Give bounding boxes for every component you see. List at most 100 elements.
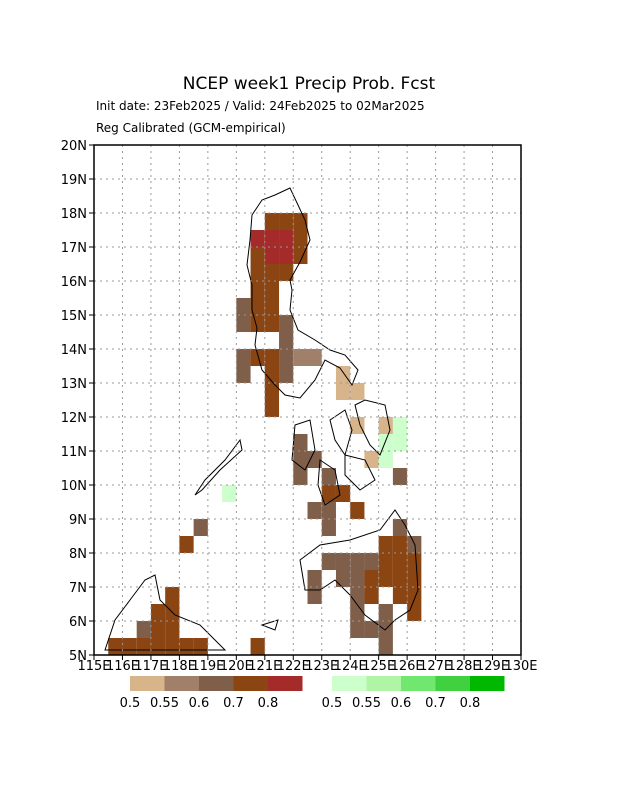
prob-cell xyxy=(250,298,265,315)
prob-cell xyxy=(364,570,379,587)
prob-cell xyxy=(335,485,351,502)
prob-cell xyxy=(321,553,336,570)
x-tick-label: 126E xyxy=(391,659,424,674)
prob-cell xyxy=(321,519,336,536)
legend-label: 0.8 xyxy=(258,696,279,711)
x-tick-label: 129E xyxy=(476,659,509,674)
prob-cell xyxy=(350,383,365,400)
plot-frame xyxy=(93,144,522,656)
prob-cell xyxy=(108,638,123,655)
prob-cell xyxy=(165,638,180,655)
prob-cell xyxy=(378,434,393,451)
legend-swatch xyxy=(435,676,470,691)
prob-cell xyxy=(378,570,393,587)
prob-cell xyxy=(250,638,265,655)
prob-cell xyxy=(335,570,351,587)
prob-cell xyxy=(193,519,208,536)
prob-cell xyxy=(307,349,322,366)
prob-cell xyxy=(236,298,251,315)
prob-cell xyxy=(264,264,280,281)
x-tick-label: 119E xyxy=(191,659,224,674)
prob-cell xyxy=(350,604,365,621)
y-tick-label: 10N xyxy=(61,479,87,494)
prob-cell xyxy=(392,536,408,553)
prob-cell xyxy=(264,400,280,417)
prob-cell xyxy=(136,638,151,655)
coastline xyxy=(104,187,419,651)
legend-label: 0.55 xyxy=(150,696,179,711)
y-tick-label: 13N xyxy=(61,377,87,392)
legend-swatch xyxy=(401,676,436,691)
y-tick-label: 18N xyxy=(61,207,87,222)
legend-label: 0.7 xyxy=(425,696,446,711)
prob-cell xyxy=(407,570,422,587)
prob-cell xyxy=(179,638,194,655)
prob-cell xyxy=(335,366,351,383)
prob-cell xyxy=(279,247,294,264)
prob-cell xyxy=(350,502,365,519)
prob-cell xyxy=(293,349,308,366)
prob-cell xyxy=(279,230,294,247)
prob-cell xyxy=(165,621,180,638)
prob-cell xyxy=(378,451,393,468)
axes: 115E116E117E118E119E120E121E122E123E124E… xyxy=(61,139,538,674)
legend-swatch xyxy=(233,676,268,691)
prob-cell xyxy=(150,604,166,621)
prob-cell xyxy=(264,366,280,383)
prob-cell xyxy=(307,451,322,468)
prob-cell xyxy=(307,570,322,587)
prob-cell xyxy=(392,417,408,434)
prob-cell xyxy=(350,621,365,638)
y-tick-label: 9N xyxy=(69,513,87,528)
prob-cell xyxy=(378,417,393,434)
prob-cell xyxy=(279,264,294,281)
prob-cell xyxy=(122,638,137,655)
legend-label: 0.5 xyxy=(120,696,141,711)
legend-swatch xyxy=(366,676,401,691)
prob-cell xyxy=(236,349,251,366)
prob-cell xyxy=(250,230,265,247)
prob-cell xyxy=(307,587,322,604)
x-tick-label: 118E xyxy=(163,659,196,674)
x-tick-label: 124E xyxy=(334,659,367,674)
prob-cell xyxy=(136,621,151,638)
prob-cell xyxy=(350,587,365,604)
legend-label: 0.7 xyxy=(223,696,244,711)
prob-cell xyxy=(321,502,336,519)
prob-cell xyxy=(264,298,280,315)
legend-swatch xyxy=(268,676,303,691)
y-tick-label: 20N xyxy=(61,139,87,154)
prob-cell xyxy=(264,213,280,230)
prob-cell xyxy=(407,604,422,621)
y-tick-label: 6N xyxy=(69,615,87,630)
legend-swatch xyxy=(130,676,165,691)
y-tick-label: 17N xyxy=(61,241,87,256)
prob-cell xyxy=(392,434,408,451)
prob-cell xyxy=(407,553,422,570)
prob-cell xyxy=(392,553,408,570)
y-tick-label: 15N xyxy=(61,309,87,324)
prob-cell xyxy=(364,587,379,604)
prob-cell xyxy=(392,570,408,587)
x-tick-label: 117E xyxy=(134,659,167,674)
prob-cell xyxy=(250,315,265,332)
legend-swatch xyxy=(199,676,234,691)
legend-label: 0.8 xyxy=(460,696,481,711)
y-tick-label: 14N xyxy=(61,343,87,358)
subtitle: Init date: 23Feb2025 / Valid: 24Feb2025 … xyxy=(96,99,425,113)
prob-cell xyxy=(193,638,208,655)
prob-cell xyxy=(250,349,265,366)
y-tick-label: 8N xyxy=(69,547,87,562)
prob-cell xyxy=(279,349,294,366)
y-tick-label: 16N xyxy=(61,275,87,290)
prob-cell xyxy=(165,587,180,604)
prob-cell xyxy=(264,247,280,264)
legend-swatch xyxy=(332,676,367,691)
legend: 0.5 0.55 0.6 0.7 0.8 0.5 0.55 0.6 0.7 0.8 xyxy=(120,676,505,711)
prob-cell xyxy=(378,536,393,553)
prob-cell xyxy=(293,468,308,485)
subtitle: Reg Calibrated (GCM-empirical) xyxy=(96,121,286,135)
y-tick-label: 5N xyxy=(69,649,87,664)
prob-cell xyxy=(279,366,294,383)
